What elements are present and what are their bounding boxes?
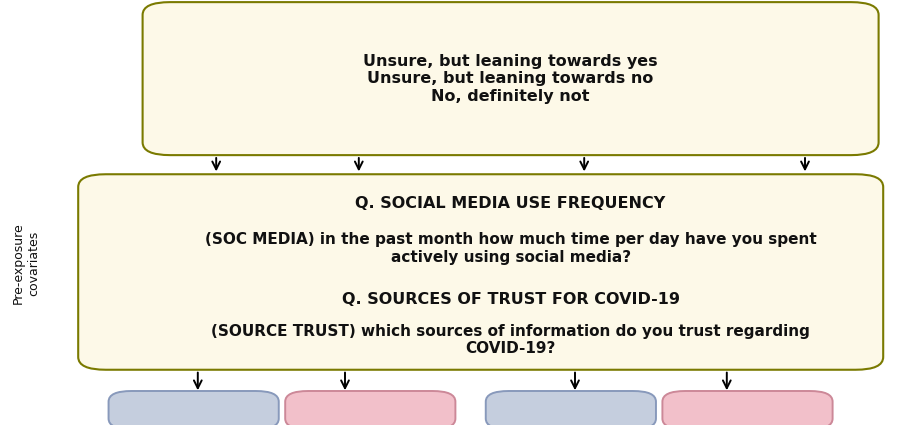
Text: (SOC MEDIA) in the past month how much time per day have you spent
actively usin: (SOC MEDIA) in the past month how much t…: [205, 232, 815, 265]
FancyBboxPatch shape: [108, 391, 278, 425]
FancyBboxPatch shape: [485, 391, 655, 425]
Text: Unsure, but leaning towards yes
Unsure, but leaning towards no
No, definitely no: Unsure, but leaning towards yes Unsure, …: [363, 54, 657, 104]
FancyBboxPatch shape: [142, 2, 878, 155]
FancyBboxPatch shape: [78, 174, 882, 370]
Text: Pre-exposure
covariates: Pre-exposure covariates: [12, 223, 40, 304]
Text: Q. SOCIAL MEDIA USE FREQUENCY: Q. SOCIAL MEDIA USE FREQUENCY: [355, 196, 665, 212]
Text: Q. SOURCES OF TRUST FOR COVID-19: Q. SOURCES OF TRUST FOR COVID-19: [341, 292, 679, 307]
FancyBboxPatch shape: [662, 391, 832, 425]
Text: (SOURCE TRUST) which sources of information do you trust regarding
COVID-19?: (SOURCE TRUST) which sources of informat…: [211, 324, 809, 356]
FancyBboxPatch shape: [285, 391, 455, 425]
